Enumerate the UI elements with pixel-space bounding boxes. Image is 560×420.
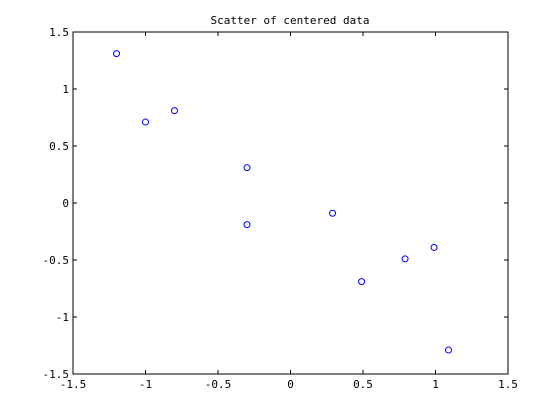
data-point bbox=[401, 255, 409, 263]
y-tick-label: -1 bbox=[56, 311, 69, 324]
data-point bbox=[171, 107, 178, 115]
y-tick-label: -1.5 bbox=[43, 368, 70, 381]
data-point bbox=[329, 209, 337, 217]
x-tick-label: 0.5 bbox=[353, 378, 373, 391]
data-point bbox=[358, 278, 366, 286]
data-point bbox=[243, 164, 251, 172]
chart-title: Scatter of centered data bbox=[211, 14, 370, 27]
y-axis: 1.5 1 0.5 0 -0.5 -1 -1.5 bbox=[43, 26, 508, 381]
x-tick-label: -1.5 bbox=[60, 378, 87, 391]
x-tick-label: -1 bbox=[139, 378, 152, 391]
data-point bbox=[430, 243, 438, 251]
y-tick-label: 1 bbox=[62, 83, 69, 96]
y-tick-label: 0 bbox=[62, 197, 69, 210]
data-point bbox=[243, 221, 251, 229]
x-axis: -1.5 -1 -0.5 0 0.5 1 1.5 bbox=[60, 32, 518, 391]
data-points bbox=[113, 50, 453, 354]
x-tick-label: -0.5 bbox=[205, 378, 232, 391]
x-tick-label: 0 bbox=[287, 378, 294, 391]
y-tick-label: 1.5 bbox=[49, 26, 69, 39]
data-point bbox=[142, 118, 149, 126]
y-tick-label: -0.5 bbox=[43, 254, 70, 267]
x-tick-label: 1 bbox=[432, 378, 439, 391]
data-point bbox=[445, 346, 453, 354]
plot-area bbox=[72, 31, 509, 375]
x-tick-label: 1.5 bbox=[498, 378, 518, 391]
y-tick-label: 0.5 bbox=[49, 140, 69, 153]
data-point bbox=[113, 50, 120, 58]
